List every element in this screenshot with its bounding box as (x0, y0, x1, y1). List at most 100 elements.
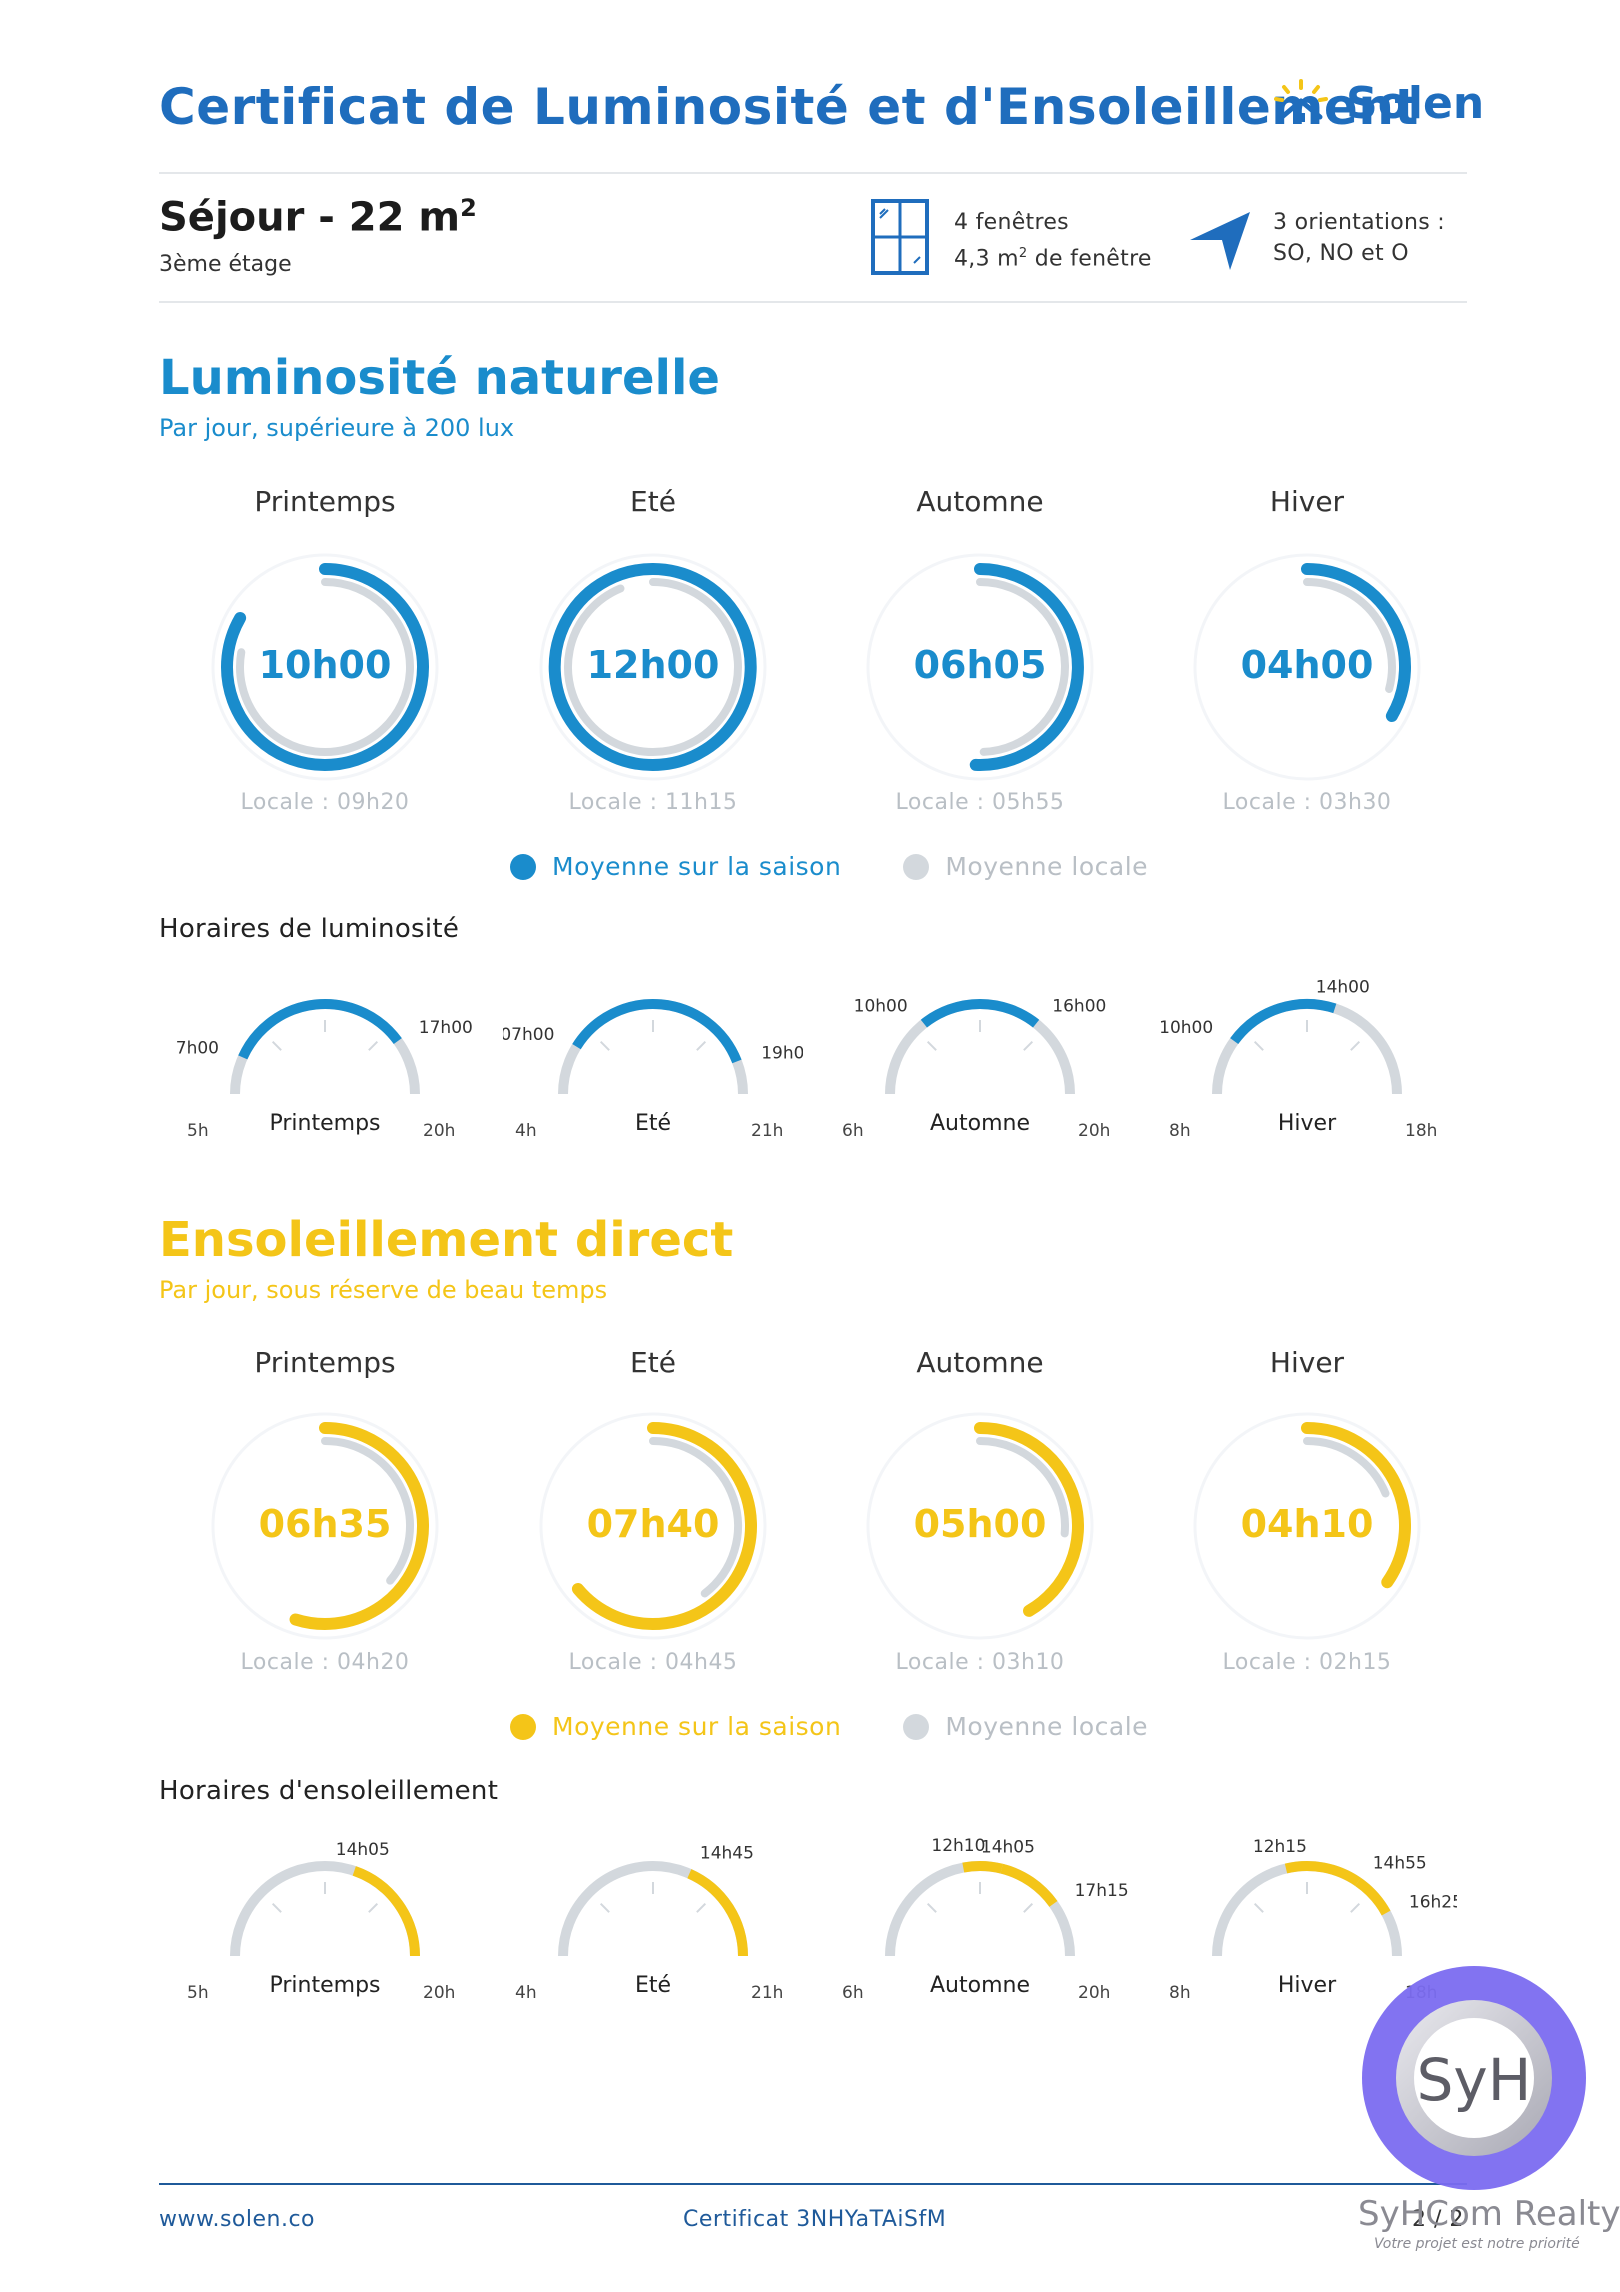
solen-logo-icon (1274, 78, 1328, 122)
gauge-min-label: 6h (842, 1121, 864, 1141)
ring-value: 04h10 (1240, 1502, 1374, 1546)
gauge-max-label: 21h (751, 1983, 783, 2003)
gauge-time-label: 10h00 (854, 996, 908, 1016)
ring-value: 06h35 (258, 1502, 392, 1546)
gauge-time-label: 07h00 (175, 1038, 219, 1058)
ring-locale-value: Locale : 04h45 (568, 1650, 738, 1675)
gauge-time-label: 16h00 (1052, 996, 1106, 1016)
ring-local-arc (976, 578, 1069, 756)
gauge-season-name: Printemps (270, 1111, 381, 1136)
watermark-tagline: Votre projet est notre priorité (1374, 2236, 1580, 2252)
gauge-max-label: 20h (423, 1983, 455, 2003)
gauge-segment (572, 999, 742, 1064)
season-label: Eté (630, 1346, 676, 1379)
gauge-tick (696, 1040, 707, 1051)
orientations-info: 3 orientations : SO, NO et O (1273, 210, 1446, 266)
gauge-tick (599, 1902, 610, 1913)
gauge-tick (926, 1040, 937, 1051)
ring-season-arc (571, 1422, 757, 1630)
season-label: Hiver (1269, 485, 1345, 518)
gauge-time-label: 14h45 (700, 1844, 754, 1864)
footer-page-number: 2 / 2 (1412, 2207, 1464, 2232)
season-ring (866, 553, 1094, 781)
season-ring (211, 1412, 439, 1640)
ring-local-arc (321, 1437, 414, 1585)
season-ring (866, 1412, 1094, 1640)
gauge-season-name: Hiver (1278, 1111, 1337, 1136)
window-icon (871, 199, 929, 275)
ring-track (1193, 1412, 1421, 1640)
room-floor: 3ème étage (159, 252, 292, 277)
gauge-segment (687, 1869, 748, 1957)
gauge-tick (1350, 1040, 1361, 1051)
gauge-track (558, 999, 748, 1095)
ring-local-arc (1303, 578, 1396, 693)
ring-track (539, 553, 767, 781)
gauge-tick (926, 1902, 937, 1913)
gauge-min-label: 5h (187, 1983, 209, 2003)
gauge-min-label: 8h (1169, 1983, 1191, 2003)
ring-season-arc (974, 1422, 1084, 1617)
ring-value: 10h00 (258, 643, 392, 687)
luminosity-title: Luminosité naturelle (159, 350, 720, 406)
gauge-time-label: 12h10 (931, 1836, 985, 1856)
ring-season-arc (969, 563, 1084, 771)
gauge-max-label: 20h (423, 1121, 455, 1141)
sunshine-hours-title: Horaires d'ensoleillement (159, 1776, 499, 1806)
gauge-min-label: 5h (187, 1121, 209, 1141)
gauge-time-label: 14h00 (1316, 978, 1370, 998)
header-divider (159, 172, 1467, 174)
gauge-segment (352, 1866, 420, 1957)
legend-local-label: Moyenne locale (945, 852, 1149, 881)
gauge-track (230, 999, 420, 1095)
gauge-max-label: 20h (1078, 1121, 1110, 1141)
gauge-track (885, 1861, 1075, 1957)
legend-season-dot (510, 853, 536, 880)
gauge-season-name: Eté (635, 1973, 671, 1998)
hours-gauge: 5h 20h Printemps 07h00 17h00 (175, 999, 473, 1141)
season-label: Hiver (1269, 1346, 1345, 1379)
ring-track (1193, 553, 1421, 781)
season-ring (1193, 553, 1421, 781)
gauge-tick (368, 1040, 379, 1051)
ring-local-arc (976, 1437, 1070, 1538)
gauge-tick (271, 1902, 282, 1913)
gauge-min-label: 4h (515, 1121, 537, 1141)
gauge-max-label: 20h (1078, 1983, 1110, 2003)
hours-gauge: 4h 21h Eté 14h45 (515, 1844, 783, 2004)
ring-value: 05h00 (913, 1502, 1047, 1546)
brand-name: Solen (1346, 78, 1485, 129)
gauge-segment (1355, 1877, 1391, 1916)
ring-locale-value: Locale : 03h10 (895, 1650, 1065, 1675)
gauge-time-label: 07h00 (503, 1025, 554, 1045)
ring-value: 04h00 (1240, 643, 1374, 687)
ring-track (866, 1412, 1094, 1640)
footer-website[interactable]: www.solen.co (159, 2207, 316, 2232)
ring-local-arc (1303, 1437, 1390, 1498)
footer-divider (159, 2183, 1467, 2185)
gauge-season-name: Hiver (1278, 1973, 1337, 1998)
legend-season-dot (510, 1713, 536, 1740)
solen-brand[interactable]: Solen (1272, 78, 1484, 129)
gauge-track (558, 1861, 748, 1957)
season-label: Automne (916, 1346, 1044, 1379)
hours-gauge: 4h 21h Eté 07h00 19h00 (503, 999, 803, 1141)
season-ring (539, 553, 767, 781)
gauge-time-label: 17h00 (419, 1018, 473, 1038)
legend-local-label: Moyenne locale (945, 1712, 1149, 1741)
legend-local-dot (903, 853, 930, 880)
page-title: Certificat de Luminosité et d'Ensoleille… (159, 78, 1419, 136)
gauge-max-label: 18h (1405, 1121, 1437, 1141)
gauge-season-name: Printemps (270, 1973, 381, 1998)
gauge-tick (368, 1902, 379, 1913)
gauge-tick (1253, 1040, 1264, 1051)
gauge-season-name: Eté (635, 1111, 671, 1136)
gauge-season-name: Automne (930, 1973, 1030, 1998)
luminosity-legend: Moyenne sur la saison Moyenne locale (510, 852, 1148, 881)
gauge-tick (1350, 1902, 1361, 1913)
season-label: Printemps (254, 1346, 396, 1379)
luminosity-hours-title: Horaires de luminosité (159, 914, 460, 944)
gauge-segment (238, 999, 402, 1060)
hours-gauge: 6h 20h Automne 10h00 16h00 (842, 996, 1110, 1141)
